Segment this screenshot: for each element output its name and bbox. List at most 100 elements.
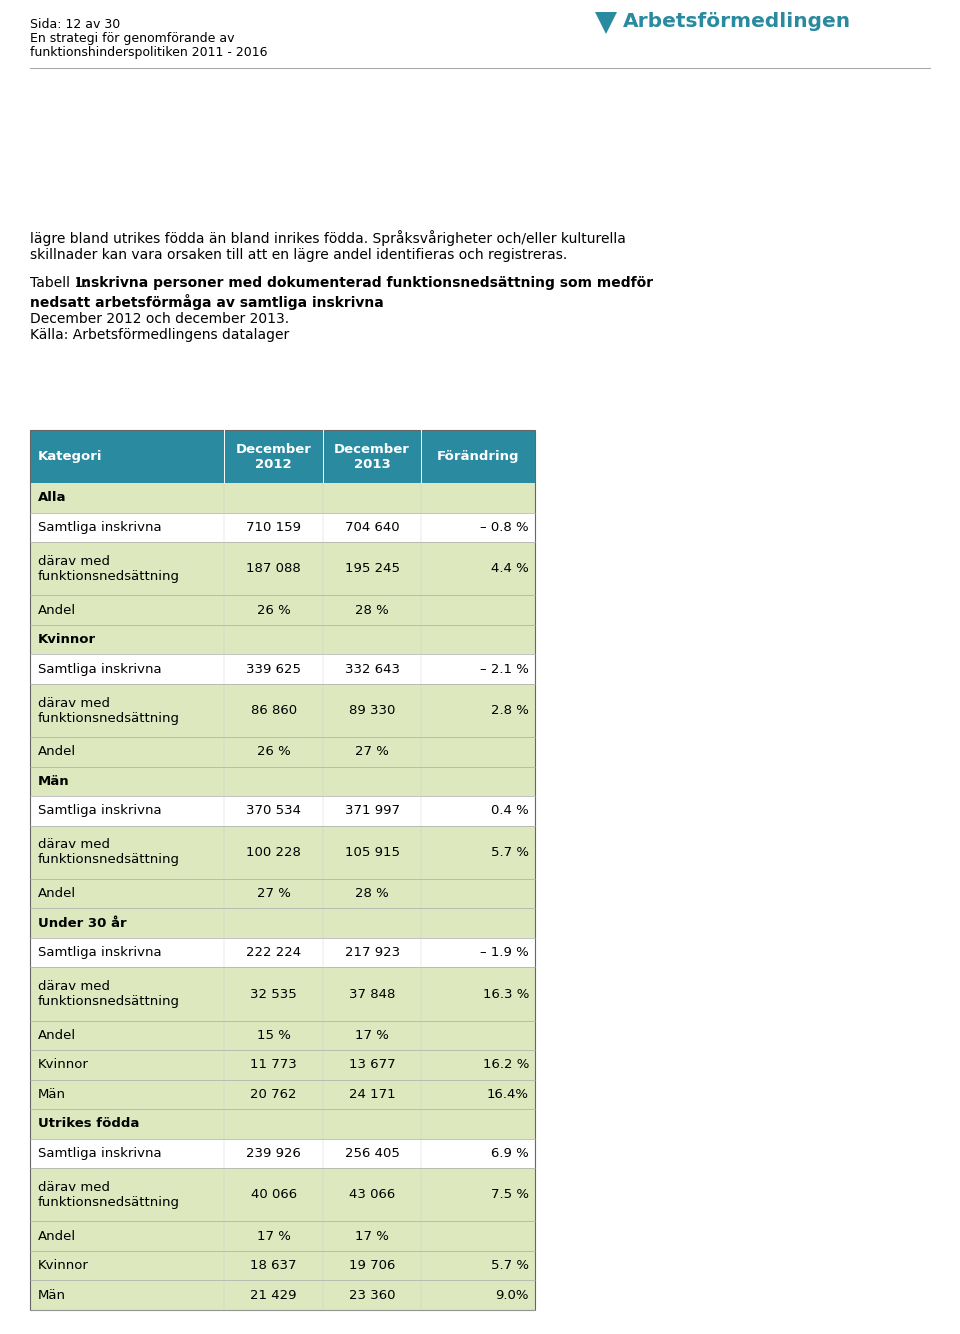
Text: – 0.8 %: – 0.8 % (480, 522, 529, 534)
Bar (30, 1021, 535, 1050)
Text: 32 535: 32 535 (251, 987, 297, 1000)
Bar (30, 1109, 535, 1139)
Bar (30, 655, 535, 684)
Text: 28 %: 28 % (355, 603, 389, 616)
Text: 27 %: 27 % (355, 746, 389, 759)
Text: 370 534: 370 534 (246, 804, 301, 818)
Text: 27 %: 27 % (256, 887, 291, 900)
Text: lägre bland utrikes födda än bland inrikes födda. Språksvårigheter och/eller kul: lägre bland utrikes födda än bland inrik… (30, 229, 626, 245)
Text: 89 330: 89 330 (348, 704, 396, 718)
Text: 11 773: 11 773 (251, 1058, 297, 1071)
Bar (30, 430, 535, 1310)
Text: 20 762: 20 762 (251, 1089, 297, 1101)
Text: 339 625: 339 625 (246, 663, 301, 676)
Bar (30, 1079, 535, 1109)
Text: Under 30 år: Under 30 år (38, 916, 127, 930)
Text: 18 637: 18 637 (251, 1259, 297, 1273)
Text: 24 171: 24 171 (348, 1089, 396, 1101)
Text: 332 643: 332 643 (345, 663, 399, 676)
Text: 26 %: 26 % (256, 746, 291, 759)
Text: 26 %: 26 % (256, 603, 291, 616)
Text: Förändring: Förändring (437, 450, 519, 463)
Text: Samtliga inskrivna: Samtliga inskrivna (38, 946, 161, 959)
Bar (30, 1139, 535, 1169)
Text: 187 088: 187 088 (247, 563, 301, 575)
Text: därav med
funktionsnedsättning: därav med funktionsnedsättning (38, 1181, 180, 1209)
Text: därav med
funktionsnedsättning: därav med funktionsnedsättning (38, 696, 180, 724)
Text: 256 405: 256 405 (345, 1147, 399, 1161)
Text: En strategi för genomförande av: En strategi för genomförande av (30, 32, 234, 45)
Text: Alla: Alla (38, 491, 66, 504)
Text: Arbetsförmedlingen: Arbetsförmedlingen (623, 12, 852, 32)
Text: Kategori: Kategori (38, 450, 103, 463)
Text: December
2013: December 2013 (334, 443, 410, 471)
Text: Andel: Andel (38, 887, 76, 900)
Text: Andel: Andel (38, 1029, 76, 1042)
Bar (30, 967, 535, 1021)
Text: December
2012: December 2012 (236, 443, 312, 471)
Text: 7.5 %: 7.5 % (491, 1189, 529, 1202)
Text: 86 860: 86 860 (251, 704, 297, 718)
Text: 15 %: 15 % (256, 1029, 291, 1042)
Text: Källa: Arbetsförmedlingens datalager: Källa: Arbetsförmedlingens datalager (30, 328, 289, 342)
Text: 21 429: 21 429 (251, 1289, 297, 1302)
Bar (30, 938, 535, 967)
Text: 19 706: 19 706 (348, 1259, 396, 1273)
Bar (30, 1281, 535, 1310)
Text: 4.4 %: 4.4 % (492, 563, 529, 575)
Text: därav med
funktionsnedsättning: därav med funktionsnedsättning (38, 980, 180, 1009)
Text: därav med
funktionsnedsättning: därav med funktionsnedsättning (38, 838, 180, 866)
Text: December 2012 och december 2013.: December 2012 och december 2013. (30, 312, 289, 325)
Text: Kvinnor: Kvinnor (38, 1259, 89, 1273)
Text: 195 245: 195 245 (345, 563, 399, 575)
Text: 37 848: 37 848 (348, 987, 396, 1000)
Text: Kvinnor: Kvinnor (38, 1058, 89, 1071)
Text: 23 360: 23 360 (348, 1289, 396, 1302)
Text: 9.0%: 9.0% (495, 1289, 529, 1302)
Text: 239 926: 239 926 (246, 1147, 301, 1161)
Text: 2.8 %: 2.8 % (492, 704, 529, 718)
Text: Inskrivna personer med dokumenterad funktionsnedsättning som medför: Inskrivna personer med dokumenterad funk… (76, 276, 653, 289)
Text: Män: Män (38, 1089, 66, 1101)
Text: 0.4 %: 0.4 % (492, 804, 529, 818)
Bar (30, 684, 535, 738)
Bar (30, 738, 535, 767)
Polygon shape (595, 12, 617, 33)
Bar (30, 796, 535, 826)
Text: Tabell 1:: Tabell 1: (30, 276, 92, 289)
Text: 217 923: 217 923 (345, 946, 399, 959)
Text: Kvinnor: Kvinnor (38, 634, 96, 646)
Text: Andel: Andel (38, 603, 76, 616)
Bar (30, 512, 535, 542)
Text: 16.4%: 16.4% (487, 1089, 529, 1101)
Text: 13 677: 13 677 (348, 1058, 396, 1071)
Text: 6.9 %: 6.9 % (492, 1147, 529, 1161)
Text: Sida: 12 av 30: Sida: 12 av 30 (30, 17, 120, 31)
Text: funktionshinderspolitiken 2011 - 2016: funktionshinderspolitiken 2011 - 2016 (30, 45, 268, 59)
Text: Män: Män (38, 775, 70, 788)
Bar (30, 483, 535, 512)
Text: 5.7 %: 5.7 % (491, 1259, 529, 1273)
Bar (30, 767, 535, 796)
Bar (30, 1222, 535, 1251)
Text: Samtliga inskrivna: Samtliga inskrivna (38, 804, 161, 818)
Text: 17 %: 17 % (355, 1230, 389, 1243)
Text: Samtliga inskrivna: Samtliga inskrivna (38, 1147, 161, 1161)
Text: Män: Män (38, 1289, 66, 1302)
Text: 28 %: 28 % (355, 887, 389, 900)
Text: 371 997: 371 997 (345, 804, 399, 818)
Text: 17 %: 17 % (355, 1029, 389, 1042)
Text: – 2.1 %: – 2.1 % (480, 663, 529, 676)
Text: 710 159: 710 159 (246, 522, 301, 534)
Text: 40 066: 40 066 (251, 1189, 297, 1202)
Text: 100 228: 100 228 (246, 846, 301, 859)
Text: Samtliga inskrivna: Samtliga inskrivna (38, 663, 161, 676)
Bar (30, 879, 535, 908)
Text: – 1.9 %: – 1.9 % (480, 946, 529, 959)
Bar (30, 1251, 535, 1281)
Text: 16.2 %: 16.2 % (483, 1058, 529, 1071)
Text: Andel: Andel (38, 746, 76, 759)
Text: 17 %: 17 % (256, 1230, 291, 1243)
Text: nedsatt arbetsförmåga av samtliga inskrivna: nedsatt arbetsförmåga av samtliga inskri… (30, 293, 384, 309)
Text: skillnader kan vara orsaken till att en lägre andel identifieras och registreras: skillnader kan vara orsaken till att en … (30, 248, 567, 261)
